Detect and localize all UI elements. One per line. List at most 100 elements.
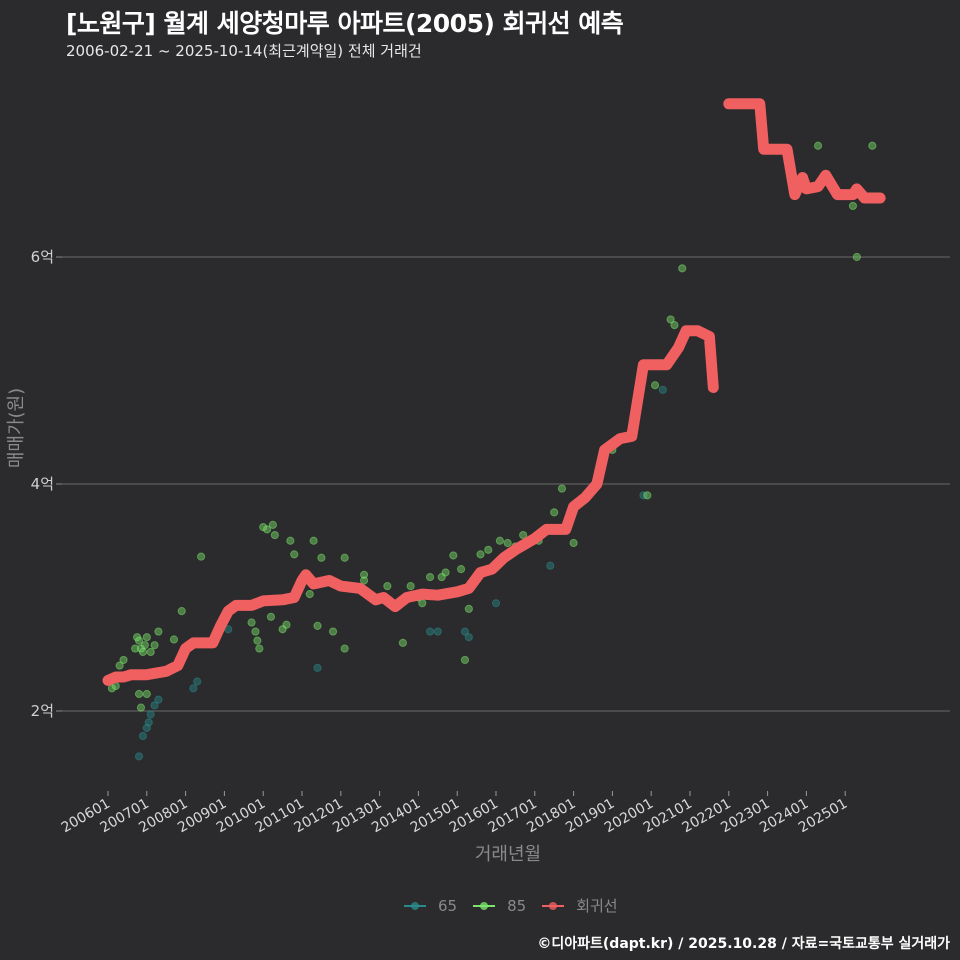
data-point [247,618,256,627]
regression-line [102,98,886,686]
legend-key-icon [404,901,426,910]
data-point [266,612,276,621]
scatter-points [107,141,877,761]
data-point [464,604,473,613]
data-point [177,607,186,616]
data-point [418,599,427,608]
data-point [359,570,369,579]
data-point [142,689,151,699]
data-point [131,644,140,653]
legend-key-icon [473,901,496,910]
data-point [484,545,493,554]
data-point [460,655,470,665]
data-point [456,565,466,574]
data-point [253,636,262,645]
data-point [154,627,163,636]
data-point [309,536,318,545]
data-point [282,620,291,629]
data-point [140,641,149,650]
legend-item-65[interactable]: 65 [404,897,457,915]
chart-subtitle: 2006-02-21 ~ 2025-10-14(최근계약일) 전체 거래건 [66,42,422,60]
data-point [138,647,148,657]
gridlines [62,256,950,712]
data-point [569,538,578,548]
data-point [268,520,277,529]
legend-item-85[interactable]: 85 [473,897,526,915]
y-tick-label: 2억 [31,702,54,720]
data-point [115,661,124,670]
data-point [328,627,338,636]
data-point [868,141,877,150]
data-point [406,582,415,591]
data-point [270,530,279,540]
data-point [169,635,179,644]
data-point [491,599,501,608]
data-point [852,252,861,262]
data-point [503,538,512,548]
data-point [359,576,369,585]
data-point [441,568,450,577]
y-axis-ticks: 2억 4억 6억 [31,248,62,720]
data-point [134,636,144,645]
data-point [144,718,153,727]
data-point [383,582,392,591]
data-point [813,141,823,150]
data-point [259,523,268,532]
data-point [255,644,264,653]
data-point [449,551,458,560]
data-point [154,695,163,704]
regression-line-path [102,325,719,686]
data-point [138,731,148,741]
data-point [189,684,198,693]
data-point [476,550,485,559]
legend-label: 65 [438,896,458,915]
data-point [119,655,128,665]
data-point [557,484,567,493]
legend-label: 85 [507,896,527,915]
data-point [340,644,349,653]
data-point [251,627,260,636]
legend: 65 85 회귀선 [404,895,624,916]
data-point [425,572,435,582]
data-point [313,621,322,630]
data-point [146,647,155,657]
legend-item-regression[interactable]: 회귀선 [542,895,618,916]
data-point [658,385,667,394]
legend-label: 회귀선 [576,897,618,915]
y-axis-title: 매매가(원) [6,388,27,468]
data-point [305,589,314,599]
x-axis-title: 거래년월 [475,844,541,865]
y-tick-label: 6억 [31,248,54,266]
data-point [398,638,407,648]
data-point [286,536,295,545]
data-point [150,641,159,650]
data-point [150,701,159,710]
data-point [146,710,155,719]
data-point [136,703,146,712]
data-point [550,508,559,517]
data-point [643,491,652,500]
data-point [495,536,504,545]
data-point [670,321,679,330]
data-point [460,627,470,636]
x-axis-ticks: 2006012007012008012009012010012011012012… [59,791,850,836]
data-point [650,381,660,390]
data-point [193,677,202,686]
chart-title: [노원구] 월계 세양청마루 아파트(2005) 회귀선 예측 [66,9,624,38]
data-point [142,633,151,642]
data-point [262,525,272,534]
data-point [134,689,144,699]
data-point [313,663,322,672]
data-point [290,550,299,559]
data-point [666,315,675,324]
regression-line-path [723,98,886,204]
data-point [678,264,687,273]
data-point [464,633,473,642]
footer-credit: ©디아파트(dapt.kr) / 2025.10.28 / 자료=국토교통부 실… [537,936,950,952]
data-point [848,201,858,211]
data-point [340,553,349,562]
data-point [197,552,206,561]
data-point [546,561,555,570]
y-tick-label: 4억 [31,475,54,493]
